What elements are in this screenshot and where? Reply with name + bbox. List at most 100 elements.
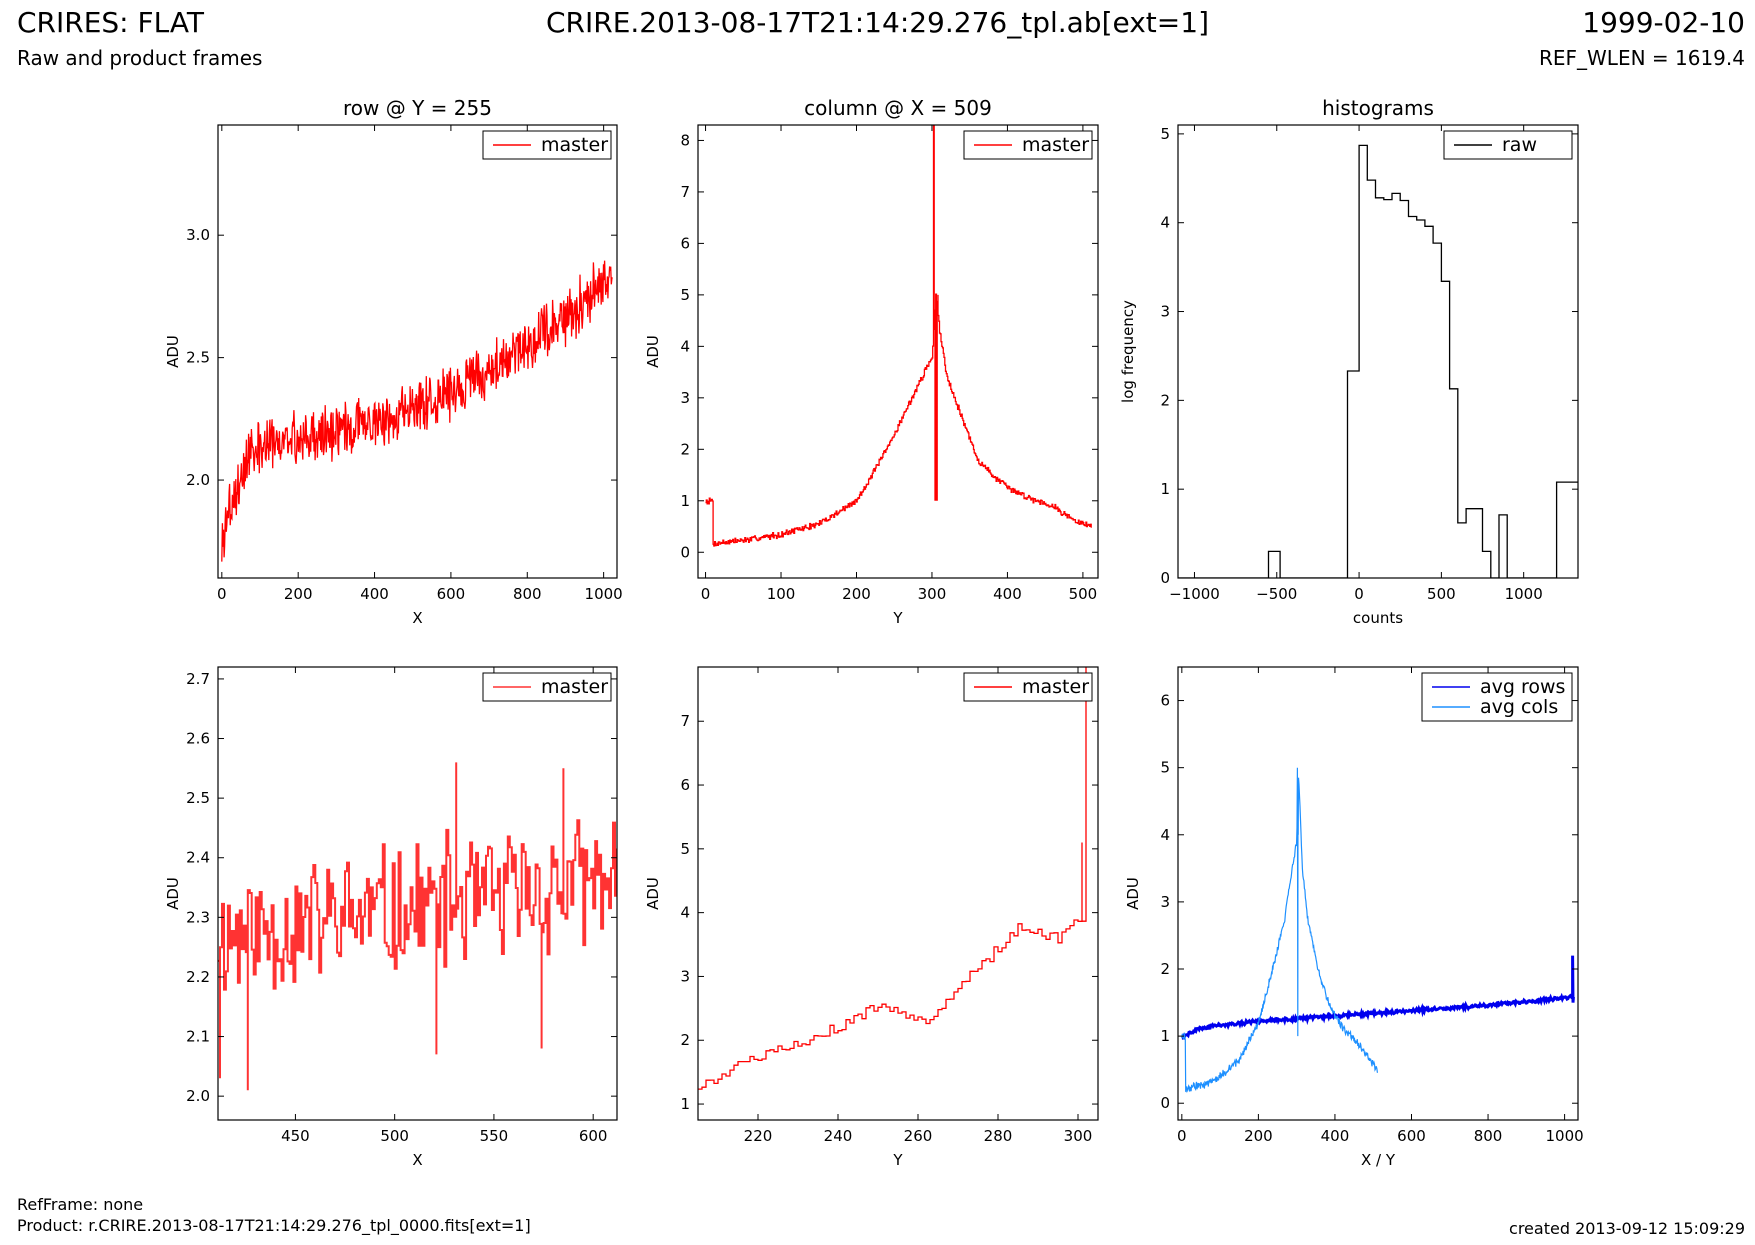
x-tick-label: 450	[281, 1127, 310, 1145]
series-line-avg-rows	[1181, 955, 1575, 1040]
axes-frame	[217, 124, 618, 579]
x-tick-label: 500	[1069, 585, 1098, 603]
series-line-master	[221, 260, 613, 562]
x-tick-label: 500	[380, 1127, 409, 1145]
chart-panel-5: 220 240 260 280 300 1 2 3 4 5 6 7 Y ADU master	[644, 666, 1099, 1169]
x-tick-label: 300	[1064, 1127, 1093, 1145]
y-tick-label: 3	[680, 389, 690, 407]
y-tick-label: 6	[1160, 692, 1170, 710]
created-label: created 2013-09-12 15:09:29	[1509, 1219, 1745, 1238]
x-tick-label: 220	[744, 1127, 773, 1145]
y-tick-label: 8	[680, 131, 690, 149]
x-axis-label: X	[412, 609, 422, 627]
y-tick-label: 3	[1160, 303, 1170, 321]
x-axis-label: counts	[1353, 609, 1403, 627]
legend-box	[1421, 672, 1573, 722]
legend: raw	[1443, 130, 1573, 160]
y-axis-label: ADU	[644, 877, 662, 910]
y-tick-label: 4	[1160, 826, 1170, 844]
x-tick-label: 400	[1321, 1127, 1350, 1145]
y-tick-label: 2.5	[186, 789, 210, 807]
y-tick-label: 5	[1160, 125, 1170, 143]
x-tick-label: 240	[824, 1127, 853, 1145]
series-line-avg-cols	[1181, 767, 1378, 1093]
y-tick-label: 4	[680, 337, 690, 355]
axes-frame	[697, 666, 1099, 1121]
x-tick-label: 800	[513, 585, 542, 603]
legend: master	[482, 130, 612, 160]
y-tick-label: 2	[680, 1031, 690, 1049]
x-tick-label: 1000	[585, 585, 623, 603]
x-tick-label: −1000	[1169, 585, 1220, 603]
y-tick-label: 5	[680, 840, 690, 858]
plot-area	[1181, 767, 1575, 1093]
series-line-master	[698, 667, 1087, 1090]
x-tick-label: 200	[842, 585, 871, 603]
y-tick-label: 3	[680, 967, 690, 985]
x-tick-label: 260	[904, 1127, 933, 1145]
y-tick-label: 3.0	[186, 226, 210, 244]
y-tick-label: 1	[680, 1095, 690, 1113]
y-tick-label: 6	[680, 234, 690, 252]
page-subtitle: Raw and product frames	[17, 46, 263, 70]
legend-label: avg rows	[1480, 676, 1565, 698]
y-tick-label: 4	[680, 904, 690, 922]
x-tick-label: 800	[1474, 1127, 1503, 1145]
series-line-master	[218, 762, 617, 1091]
legend-label: master	[1022, 134, 1089, 156]
y-tick-label: 2	[1160, 391, 1170, 409]
y-tick-label: 2.6	[186, 730, 210, 748]
x-tick-label: 0	[1177, 1127, 1187, 1145]
y-tick-label: 5	[680, 286, 690, 304]
y-axis-label: ADU	[644, 335, 662, 368]
x-tick-label: 1000	[1546, 1127, 1584, 1145]
plot-area	[218, 762, 617, 1091]
x-axis-label: Y	[892, 609, 903, 627]
y-tick-label: 1	[1160, 480, 1170, 498]
plot-area	[705, 125, 1092, 547]
axes-frame	[1177, 124, 1579, 579]
y-tick-label: 2.0	[186, 471, 210, 489]
y-axis-label: ADU	[164, 877, 182, 910]
series-line-raw	[1178, 144, 1578, 578]
y-tick-label: 2.0	[186, 1087, 210, 1105]
chart-panel-6: 0 200 400 600 800 1000 0 1 2 3 4 5 6 X / Y ADU avg rows…	[1124, 666, 1584, 1169]
legend-label: master	[541, 676, 608, 698]
y-axis-label: ADU	[164, 335, 182, 368]
x-tick-label: 600	[437, 585, 466, 603]
legend-label: avg cols	[1480, 696, 1558, 718]
x-tick-label: 550	[480, 1127, 509, 1145]
y-tick-label: 2.3	[186, 908, 210, 926]
ref-frame-label: RefFrame: none	[17, 1195, 144, 1214]
y-tick-label: 0	[1160, 569, 1170, 587]
x-tick-label: −500	[1256, 585, 1297, 603]
x-tick-label: 200	[1244, 1127, 1273, 1145]
legend: master	[963, 130, 1093, 160]
y-tick-label: 3	[1160, 893, 1170, 911]
y-tick-label: 5	[1160, 759, 1170, 777]
series-line-master	[705, 125, 1092, 547]
y-tick-label: 2.5	[186, 349, 210, 367]
plot-area	[1178, 144, 1578, 578]
y-tick-label: 0	[680, 543, 690, 561]
chart-title: row @ Y = 255	[343, 96, 492, 120]
x-axis-label: X	[412, 1151, 422, 1169]
product-label: Product: r.CRIRE.2013-08-17T21:14:29.276…	[17, 1216, 531, 1235]
axes-frame	[697, 124, 1099, 579]
x-tick-label: 400	[993, 585, 1022, 603]
y-tick-label: 1	[1160, 1027, 1170, 1045]
x-tick-label: 500	[1427, 585, 1456, 603]
chart-title: column @ X = 509	[804, 96, 992, 120]
page-title: CRIRES: FLAT	[17, 6, 204, 39]
x-tick-label: 0	[1354, 585, 1364, 603]
y-tick-label: 2.1	[186, 1028, 210, 1046]
x-tick-label: 600	[579, 1127, 608, 1145]
x-axis-label: X / Y	[1361, 1151, 1396, 1169]
legend-label: raw	[1502, 134, 1537, 156]
y-tick-label: 4	[1160, 214, 1170, 232]
chart-panel-4: 450 500 550 600 2.0 2.1 2.2 2.3 2.4 2.5 2.6 2.7 X ADU…	[164, 666, 618, 1169]
ref-wlen-label: REF_WLEN = 1619.4	[1538, 46, 1745, 70]
y-tick-label: 7	[680, 183, 690, 201]
